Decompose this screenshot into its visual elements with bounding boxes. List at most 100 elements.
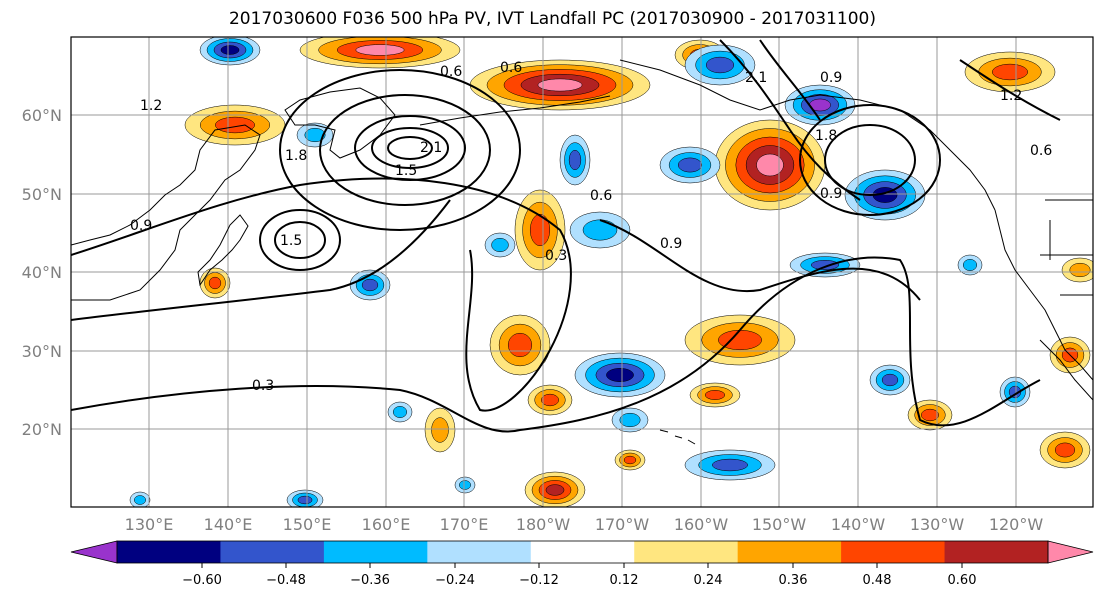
- map-title: 2017030600 F036 500 hPa PV, IVT Landfall…: [228, 9, 876, 29]
- pv-anomaly-fill: [756, 153, 784, 177]
- colorbar-tick-label: 0.60: [948, 573, 977, 588]
- pv-anomaly-fill: [606, 368, 634, 382]
- pv-anomaly-fill: [712, 458, 748, 472]
- lon-label: 130°W: [910, 515, 965, 534]
- pv-anomaly-fill: [537, 78, 583, 92]
- contour-north-1: [719, 39, 861, 201]
- lon-label: 150°W: [752, 515, 807, 534]
- lon-label: 160°E: [362, 515, 411, 534]
- pv-anomaly-fill: [355, 44, 405, 56]
- contour-low-1c: [387, 136, 433, 160]
- colorbar-bin: [737, 541, 842, 563]
- coastlines: [71, 59, 1093, 445]
- colorbar-tick-label: 0.48: [863, 573, 892, 588]
- colorbar-arrow-right: [1047, 540, 1094, 564]
- contour-low-3: [824, 124, 916, 196]
- pv-anomaly-fill: [304, 127, 326, 143]
- pv-anomaly-fill: [568, 149, 582, 171]
- contour-label: 2.1: [420, 140, 442, 156]
- colorbar-tick-label: −0.36: [350, 573, 390, 588]
- pv-anomaly-fill: [677, 157, 703, 173]
- pv-anomaly-fill: [529, 213, 551, 247]
- contour-label-group: 0.3 0.6 0.9 1.2 1.5 1.8 2.1 0.3 0.6 0.9 …: [130, 60, 1052, 394]
- pv-anomaly-fill: [810, 260, 840, 270]
- contour-label: 1.2: [140, 98, 162, 114]
- hawaii: [659, 429, 696, 445]
- pv-anomaly-fill: [705, 56, 735, 74]
- us-borders: [1040, 199, 1093, 296]
- pv-anomaly-fill: [361, 278, 379, 292]
- kamchatka-coast: [284, 87, 396, 159]
- pv-anomaly-fill: [507, 332, 533, 358]
- pv-anomaly-fill: [1069, 262, 1091, 278]
- pv-anomaly-fill: [545, 484, 565, 496]
- lon-label: 130°E: [125, 515, 174, 534]
- lon-labels: 130°E 140°E 150°E 160°E 170°E 180°W 170°W 160°W…: [125, 515, 1044, 534]
- alaska-coast: [619, 59, 996, 211]
- colorbar-bin: [944, 541, 1049, 563]
- pv-anomaly-fill: [992, 63, 1028, 81]
- pv-anomaly-fill: [619, 412, 641, 428]
- contour-jet-2: [71, 199, 451, 321]
- contour-low-3b: [799, 104, 941, 216]
- lon-label: 140°W: [831, 515, 886, 534]
- pv-anomaly-fill: [208, 276, 222, 290]
- pv-anomaly-fill: [962, 259, 978, 271]
- pv-anomaly-fill: [1008, 385, 1022, 399]
- lon-label: 170°W: [595, 515, 650, 534]
- contour-label: 0.6: [500, 60, 522, 76]
- colorbar-bin: [530, 541, 635, 563]
- colorbar-tick-label: 0.36: [779, 573, 808, 588]
- contour-label: 1.5: [280, 233, 302, 249]
- colorbar-tick-label: −0.48: [266, 573, 306, 588]
- contour-label: 1.8: [285, 148, 307, 164]
- lon-label: 180°W: [516, 515, 571, 534]
- colorbar-tick-label: 0.24: [694, 573, 723, 588]
- pv-anomaly-fill: [1054, 442, 1076, 458]
- pv-anomaly-fill: [491, 237, 509, 253]
- lat-label: 60°N: [22, 106, 62, 125]
- contour-outer: [71, 256, 1041, 433]
- contour-label: 0.3: [252, 378, 274, 394]
- contour-jet-1: [71, 177, 572, 412]
- contour-label: 0.9: [820, 186, 842, 202]
- contour-label: 0.6: [1030, 143, 1052, 159]
- colorbar-tick-label: −0.24: [435, 573, 475, 588]
- pv-anomaly-fill: [541, 393, 559, 407]
- lon-label: 140°E: [204, 515, 253, 534]
- contour-label: 0.9: [130, 218, 152, 234]
- aleutians: [419, 95, 611, 126]
- pv-anomaly-fill: [704, 390, 726, 400]
- lon-label: 160°W: [674, 515, 729, 534]
- pv-anomaly-fill: [431, 417, 449, 443]
- mexico-coast: [1039, 339, 1093, 401]
- lon-label: 170°E: [440, 515, 489, 534]
- colorbar-bin: [323, 541, 428, 563]
- contour-label: 1.5: [395, 163, 417, 179]
- colorbar-tick-label: −0.60: [182, 573, 222, 588]
- colorbar-bin: [220, 541, 325, 563]
- contour-label: 0.6: [590, 188, 612, 204]
- lon-label: 150°E: [283, 515, 332, 534]
- colorbar-arrow-left: [70, 540, 118, 564]
- contour-label: 2.1: [745, 70, 767, 86]
- colorbar-frame: [116, 540, 1049, 564]
- ivt-contours: [71, 39, 1061, 433]
- contour-label: 0.9: [660, 236, 682, 252]
- pv-anomaly-fill: [582, 219, 618, 241]
- contour-north-3: [959, 59, 1061, 121]
- pv-anomaly-fill: [881, 373, 899, 387]
- lat-label: 20°N: [22, 420, 62, 439]
- pv-anomaly-fill: [392, 406, 408, 418]
- contour-low-1b: [371, 127, 449, 169]
- contour-low-1d: [319, 94, 491, 206]
- map-border: [70, 36, 1094, 508]
- lat-label: 40°N: [22, 263, 62, 282]
- contour-mid: [599, 219, 921, 301]
- colorbar-bin: [634, 541, 739, 563]
- asia-coast: [71, 124, 261, 301]
- pv-anomaly-fill: [134, 495, 146, 505]
- pv-anomaly-fill: [459, 480, 471, 490]
- contour-label: 1.2: [1000, 88, 1022, 104]
- japan-coast: [197, 214, 249, 287]
